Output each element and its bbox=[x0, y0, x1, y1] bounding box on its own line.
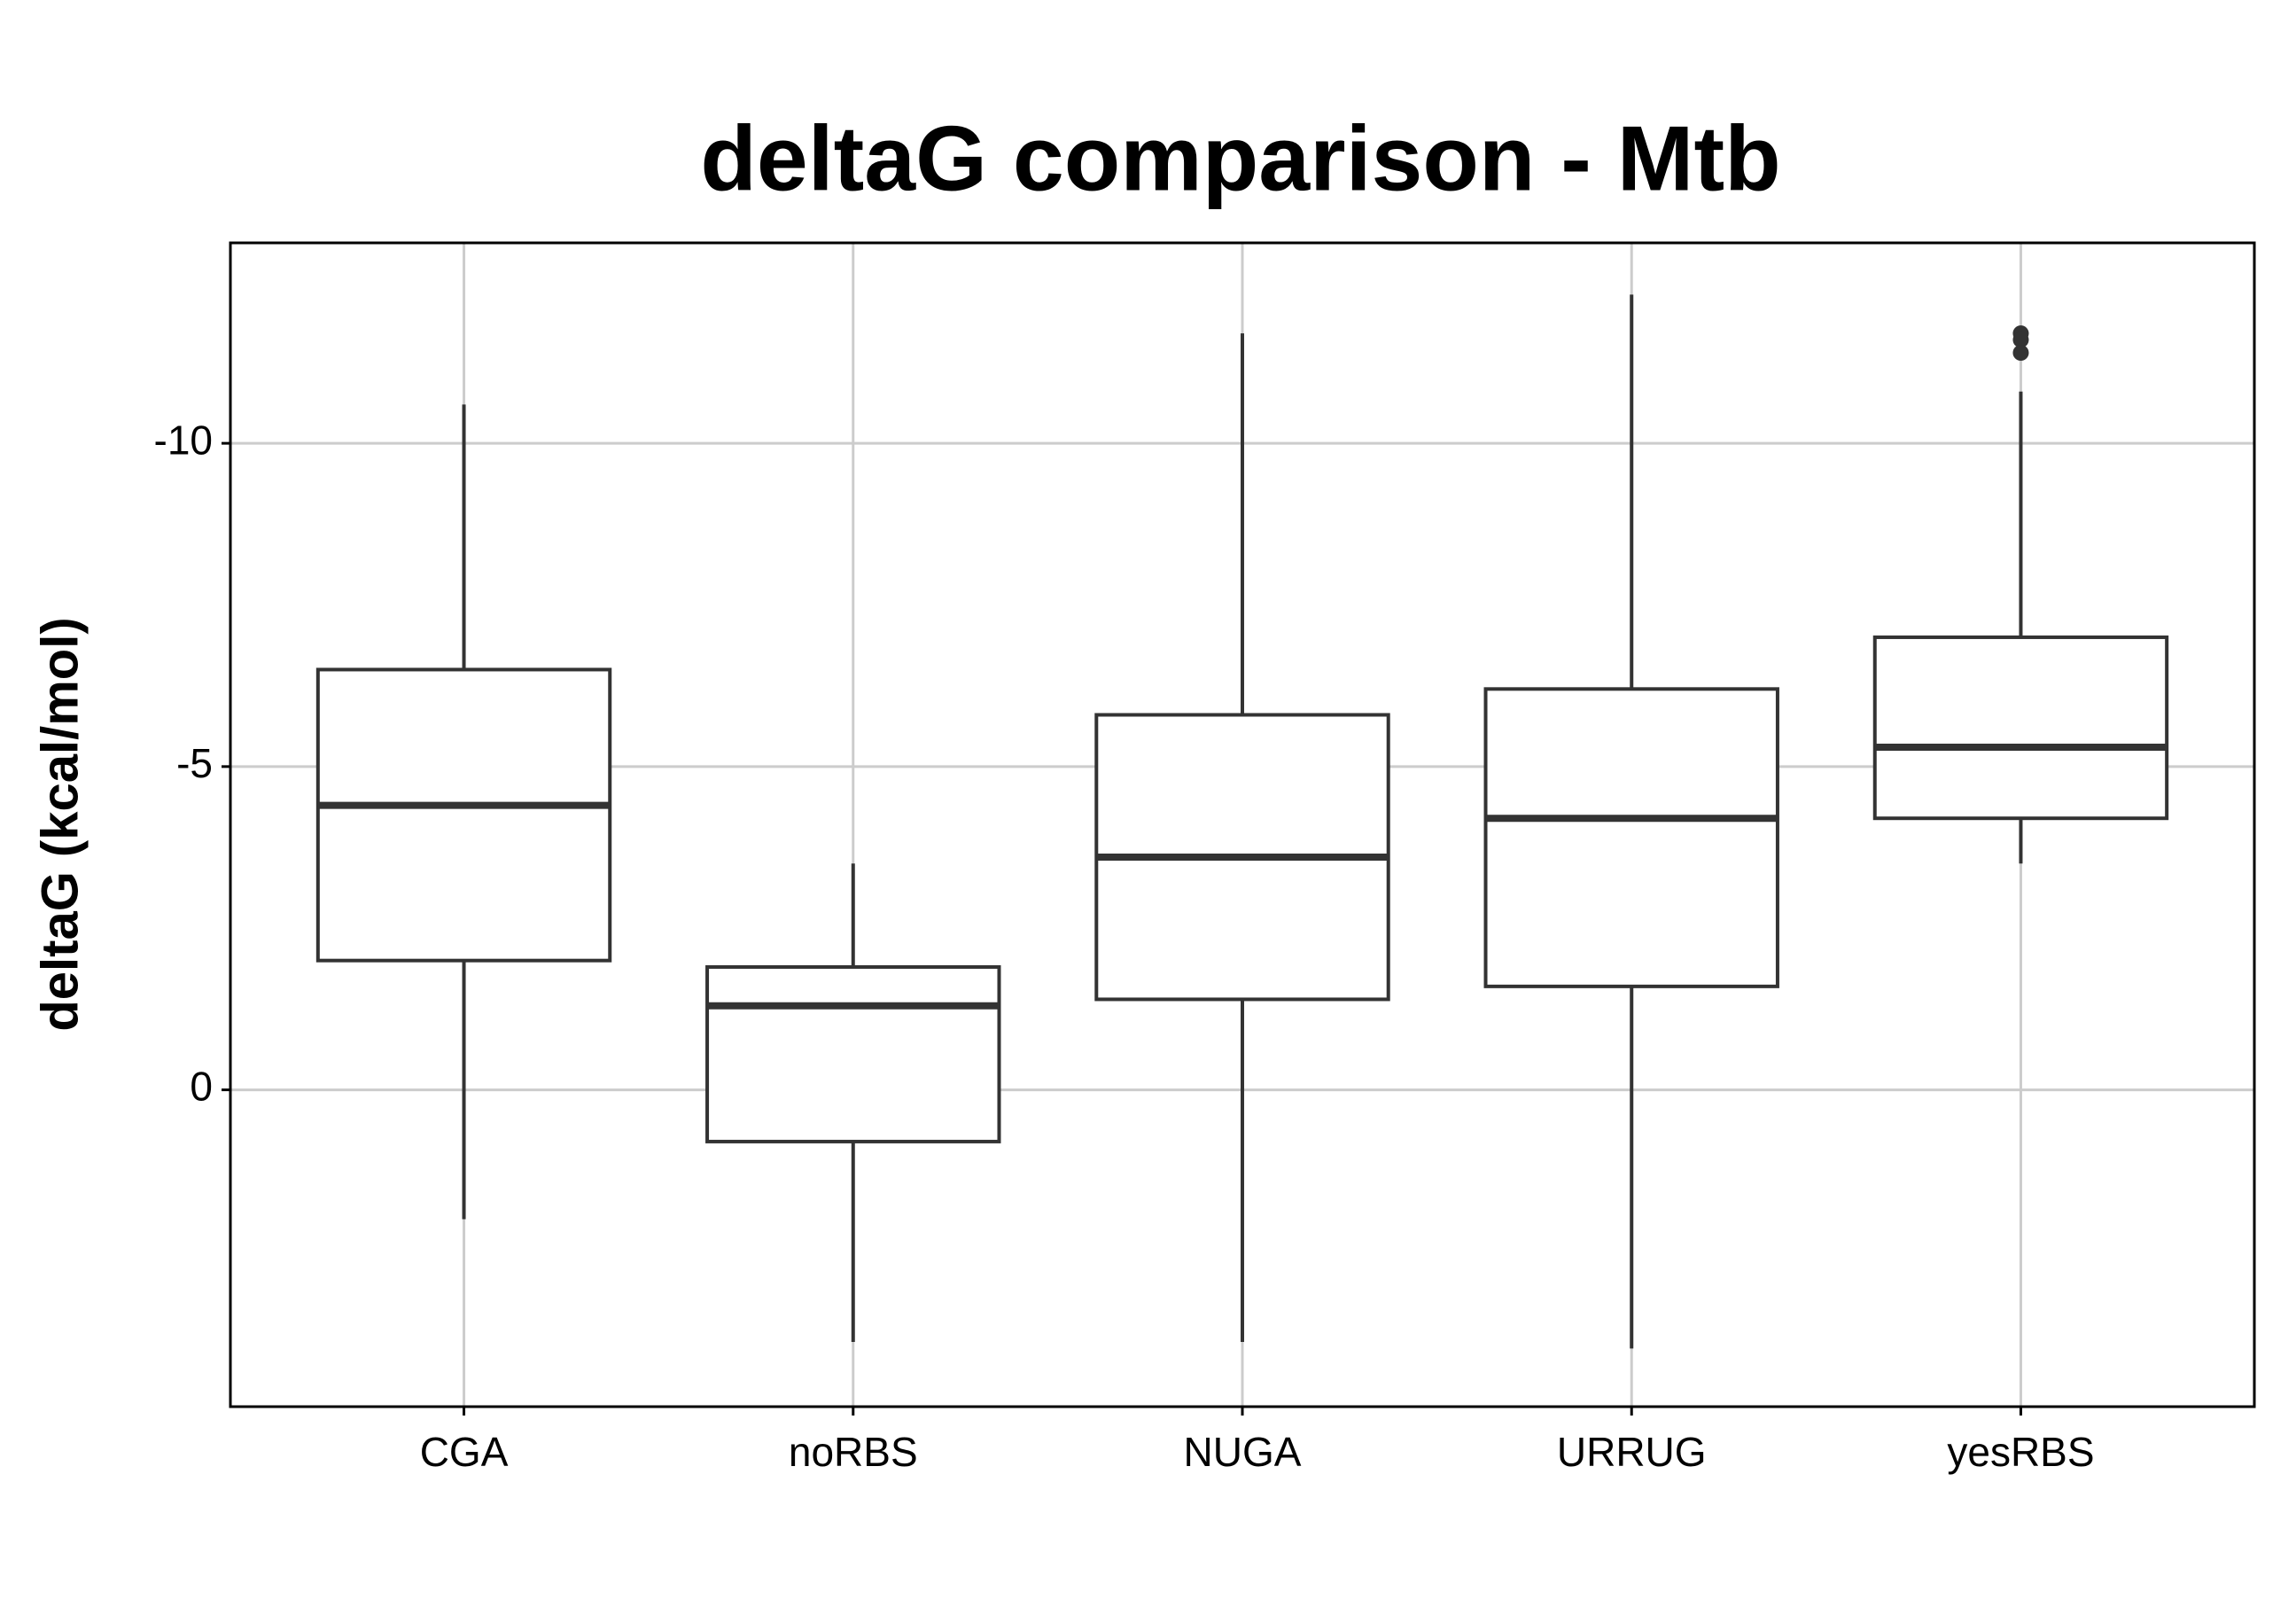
y-tick-label: -10 bbox=[154, 417, 213, 463]
outlier bbox=[2012, 332, 2029, 348]
box bbox=[1872, 635, 2169, 821]
x-tick-label: noRBS bbox=[789, 1429, 918, 1475]
chart-title: deltaG comparison - Mtb bbox=[700, 107, 1780, 210]
box bbox=[705, 964, 1001, 1143]
y-tick-label: -5 bbox=[176, 740, 213, 786]
plot-border bbox=[229, 241, 2256, 1408]
y-axis-label: deltaG (kcal/mol) bbox=[31, 617, 89, 1031]
box bbox=[315, 667, 612, 963]
x-tick-label: NUGA bbox=[1184, 1429, 1302, 1475]
box bbox=[1483, 687, 1779, 988]
x-tick-label: CGA bbox=[420, 1429, 509, 1475]
x-tick-label: yesRBS bbox=[1947, 1429, 2094, 1475]
x-tick-label: URRUG bbox=[1557, 1429, 1707, 1475]
y-tick-label: 0 bbox=[190, 1064, 213, 1110]
outlier bbox=[2012, 345, 2029, 362]
